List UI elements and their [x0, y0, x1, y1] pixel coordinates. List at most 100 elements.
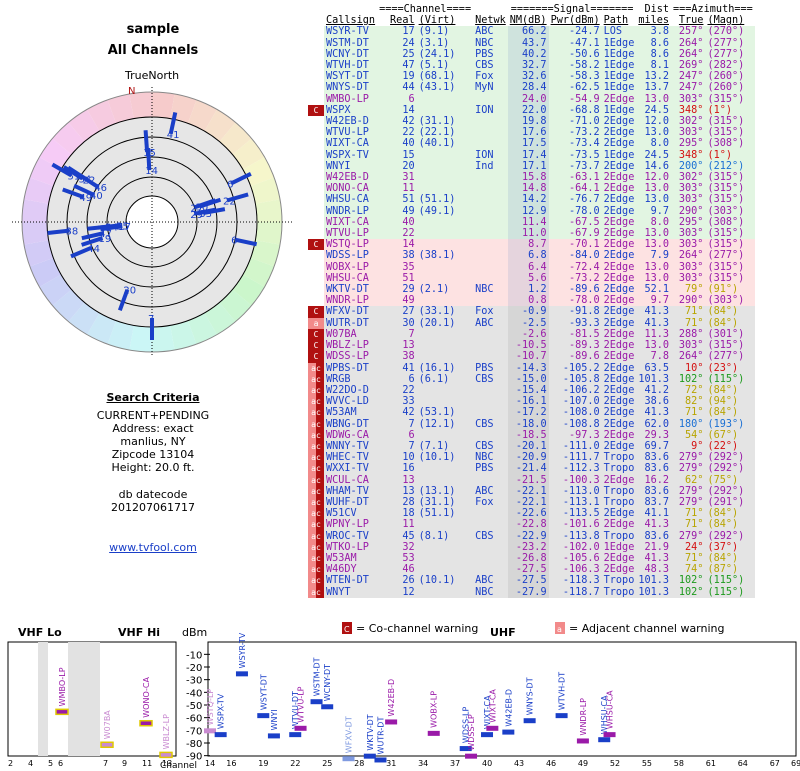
table-row[interactable]: a WUTR-DT 30 (20.1) ABC -2.5 -93.3 2Edge 41.3 71°…	[308, 317, 755, 329]
tvfool-link[interactable]: www.tvfool.com	[109, 541, 197, 554]
spectrum-bar	[427, 730, 440, 736]
table-row[interactable]: WKTV-DT 29 (2.1) NBC 1.2 -89.6 2Edge 52.1 79° (91…	[308, 284, 755, 296]
col-path: Path	[603, 15, 629, 27]
cell-dist: 14.6	[644, 160, 669, 172]
search-criteria: Search Criteria CURRENT+PENDING Address:…	[0, 391, 306, 554]
cell-net	[473, 407, 508, 418]
cell-path: Tropo	[603, 485, 635, 497]
azimuth-group-header: ===Azimuth===	[673, 4, 753, 15]
table-row[interactable]: WTVU-LP 22 11.0 -67.9 2Edge 13.0 303° (315°)	[308, 228, 755, 240]
cell-dist: 62.0	[644, 418, 669, 430]
table-row[interactable]: ac W22DO-D 22 -15.4 -106.2 2Edge 41.2 72° (84°)	[308, 384, 755, 397]
table-row[interactable]: W42EB-D 42 (31.1) 19.8 -71.0 2Edge 12.0 302° (31…	[308, 116, 755, 128]
cell-path: 1Edge	[603, 104, 635, 116]
table-row[interactable]: ac W53AM 42 (53.1) -17.2 -108.0 2Edge 41.3 71° (8…	[308, 407, 755, 419]
cell-net	[473, 564, 508, 575]
uhf-label: UHF	[490, 626, 516, 639]
cell-dist: 11.3	[644, 328, 669, 340]
table-row[interactable]: C WBLZ-LP 13 -10.5 -89.3 2Edge 13.0 303° (315°)	[308, 340, 755, 352]
cell-net	[473, 194, 508, 205]
table-row[interactable]: WNDR-LP 49 (49.1) 12.9 -78.0 2Edge 9.7 290° (303…	[308, 205, 755, 217]
cell-tag: ac	[308, 418, 324, 430]
spectrum-bar-label: WNYI	[270, 709, 279, 730]
table-row[interactable]: ac WPNY-LP 11 -22.8 -101.6 2Edge 41.3 71° (84°)	[308, 519, 755, 531]
table-row[interactable]: WNYI 20 Ind 17.1 -73.7 2Edge 14.6 200° (212°)	[308, 160, 755, 173]
polar-station-bar	[62, 187, 85, 199]
table-row[interactable]: C WDSS-LP 38 -10.7 -89.6 2Edge 7.8 264° (277°)	[308, 351, 755, 363]
cell-tag	[308, 60, 324, 72]
cell-path: 2Edge	[603, 93, 635, 105]
table-row[interactable]: ac WHAM-TV 13 (13.1) ABC -22.1 -113.0 Tropo 83.6…	[308, 485, 755, 497]
table-row[interactable]: WCNY-DT 25 (24.1) PBS 40.2 -50.6 1Edge 8.6 264°(…	[308, 48, 755, 61]
cell-mag: (84°)	[707, 317, 739, 329]
table-row[interactable]: WSTM-DT 24 (3.1) NBC 43.7 -47.1 1Edge 8.6 264° (2…	[308, 37, 755, 49]
cell-tag: ac	[308, 384, 324, 397]
table-row[interactable]: WHSU-CA 51 5.6 -73.2 2Edge 13.0 303° (315°)	[308, 272, 755, 285]
cell-dist: 83.6	[644, 463, 669, 475]
table-row[interactable]: WOBX-LP 35 6.4 -72.4 2Edge 13.0 303° (315°)	[308, 261, 755, 273]
cell-dist: 8.0	[650, 138, 669, 150]
table-row[interactable]: ac W53AM 53 -26.8 -105.6 2Edge 41.3 71° (84°)	[308, 552, 755, 565]
table-row[interactable]: WTVH-DT 47 (5.1) CBS 32.7 -58.2 1Edge 8.1 269° (2…	[308, 60, 755, 72]
table-row[interactable]: WNDR-LP 49 0.8 -78.0 2Edge 9.7 290° (303°)	[308, 295, 755, 307]
cell-virt	[417, 161, 474, 172]
legend-a-letter: a	[557, 625, 562, 634]
table-row[interactable]: ac WTKO-LP 32 -23.2 -102.0 1Edge 21.9 24° (37°)	[308, 541, 755, 553]
table-row[interactable]: WONO-CA 11 14.8 -64.1 2Edge 13.0 303° (315°)	[308, 183, 755, 195]
table-row[interactable]: WSYR-TV 17 (9.1) ABC 66.2 -24.7 LOS 3.8 257° (270…	[308, 26, 755, 38]
cell-tag	[308, 216, 324, 229]
cell-nm: 1.2	[507, 284, 549, 296]
cell-nm: -20.1	[507, 440, 549, 453]
table-row[interactable]: C WFXV-DT 27 (33.1) Fox -0.9 -91.8 2Edge 41.3 71°…	[308, 306, 755, 318]
cell-virt	[417, 228, 474, 239]
table-row[interactable]: C WSTQ-LP 14 8.7 -70.1 2Edge 13.0 303° (315°)	[308, 239, 755, 251]
cell-mag: (315°)	[707, 261, 745, 273]
cell-virt: (13.1)	[418, 485, 456, 497]
cell-net	[473, 351, 508, 362]
table-row[interactable]: ac WHEC-TV 10 (10.1) NBC -20.9 -111.7 Tropo 83.6…	[308, 452, 755, 464]
table-row[interactable]: ac WUHF-DT 28 (31.1) Fox -22.1 -113.1 Tropo 83.7…	[308, 496, 755, 509]
table-row[interactable]: ac W46DY 46 -27.5 -106.3 2Edge 48.3 74° (87°)	[308, 564, 755, 576]
cell-path: 2Edge	[603, 295, 635, 307]
table-row[interactable]: C W07BA 7 -2.6 -81.5 2Edge 11.3 288° (301°)	[308, 328, 755, 341]
cell-tru: 269°	[678, 60, 704, 72]
table-row[interactable]: ac WPBS-DT 41 (16.1) PBS -14.3 -105.2 2Edge 63.5…	[308, 362, 755, 374]
table-row[interactable]: ac WRGB 6 (6.1) CBS -15.0 -105.8 2Edge 101.3 102°…	[308, 373, 755, 385]
table-row[interactable]: WIXT-CA 40 (40.1) 17.5 -73.4 2Edge 8.0 295° (308…	[308, 138, 755, 150]
table-row[interactable]: ac WBNG-DT 7 (12.1) CBS -18.0 -108.8 2Edge 62.0 1…	[308, 418, 755, 430]
table-row[interactable]: WIXT-CA 40 11.4 -67.5 2Edge 8.0 295° (308°)	[308, 216, 755, 229]
cell-net	[473, 127, 508, 138]
cell-dist: 24.5	[644, 104, 669, 116]
table-row[interactable]: ac WNYT 12 NBC -27.9 -118.7 Tropo 101.3 102° (115…	[308, 586, 755, 598]
table-row[interactable]: W42EB-D 31 15.8 -63.1 2Edge 12.0 302° (315°)	[308, 172, 755, 184]
table-row[interactable]: ac WTEN-DT 26 (10.1) ABC -27.5 -118.3 Tropo 101.…	[308, 575, 755, 587]
table-row[interactable]: WNYS-DT 44 (43.1) MyN 28.4 -62.5 1Edge 13.7 247°…	[308, 82, 755, 94]
spectrum-bar-label: WTVU-DT	[291, 691, 300, 729]
cell-dist: 13.0	[644, 183, 669, 195]
table-row[interactable]: ac WXXI-TV 16 PBS -21.4 -112.3 Tropo 83.6 279° (2…	[308, 463, 755, 475]
table-row[interactable]: WDSS-LP 38 (38.1) 6.8 -84.0 2Edge 7.9 264° (277°…	[308, 250, 755, 262]
legend-c-text: = Co-channel warning	[356, 622, 478, 635]
table-row[interactable]: ac WVVC-LD 33 -16.1 -107.0 2Edge 38.6 82° (94°)	[308, 396, 755, 408]
cell-tag: C	[308, 104, 324, 117]
table-row[interactable]: WSPX-TV 15 ION 17.4 -73.5 1Edge 24.5 348° (1°)	[308, 149, 755, 161]
polar-station-label: 51	[67, 172, 80, 183]
table-row[interactable]: WMBO-LP 6 24.0 -54.9 2Edge 13.0 303° (315°)	[308, 93, 755, 105]
cell-mag: (315°)	[707, 228, 745, 240]
cell-path: 2Edge	[603, 552, 635, 564]
cell-pwr: -113.0	[562, 485, 600, 497]
cell-nm: -27.5	[507, 575, 549, 587]
cell-nm: 6.8	[507, 250, 549, 262]
cell-call: WNDR-LP	[326, 295, 369, 307]
table-row[interactable]: WHSU-CA 51 (51.1) 14.2 -76.7 2Edge 13.0 303° (31…	[308, 194, 755, 206]
table-row[interactable]: ac WNNY-TV 7 (7.1) CBS -20.1 -111.0 2Edge 69.7 9°…	[308, 440, 755, 453]
table-row[interactable]: WTVU-LP 22 (22.1) 17.6 -73.2 2Edge 13.0 303° (31…	[308, 127, 755, 139]
table-row[interactable]: ac WDWG-CA 6 -18.5 -97.3 2Edge 29.3 54° (67°)	[308, 429, 755, 441]
table-row[interactable]: ac W51CV 18 (51.1) -22.6 -113.5 2Edge 41.1 71° (8…	[308, 508, 755, 520]
cell-net: PBS	[475, 362, 494, 374]
table-row[interactable]: ac WCUL-CA 13 -21.5 -100.3 2Edge 16.2 62° (75°)	[308, 474, 755, 486]
table-row[interactable]: WSYT-DT 19 (68.1) Fox 32.6 -58.3 1Edge 13.2 247°…	[308, 71, 755, 83]
table-row[interactable]: ac WROC-TV 45 (8.1) CBS -22.9 -113.8 Tropo 83.6 2…	[308, 530, 755, 542]
table-row[interactable]: C WSPX 14 ION 22.0 -68.8 1Edge 24.5 348° (1°)	[308, 104, 755, 117]
cell-path: 2Edge	[603, 407, 635, 419]
